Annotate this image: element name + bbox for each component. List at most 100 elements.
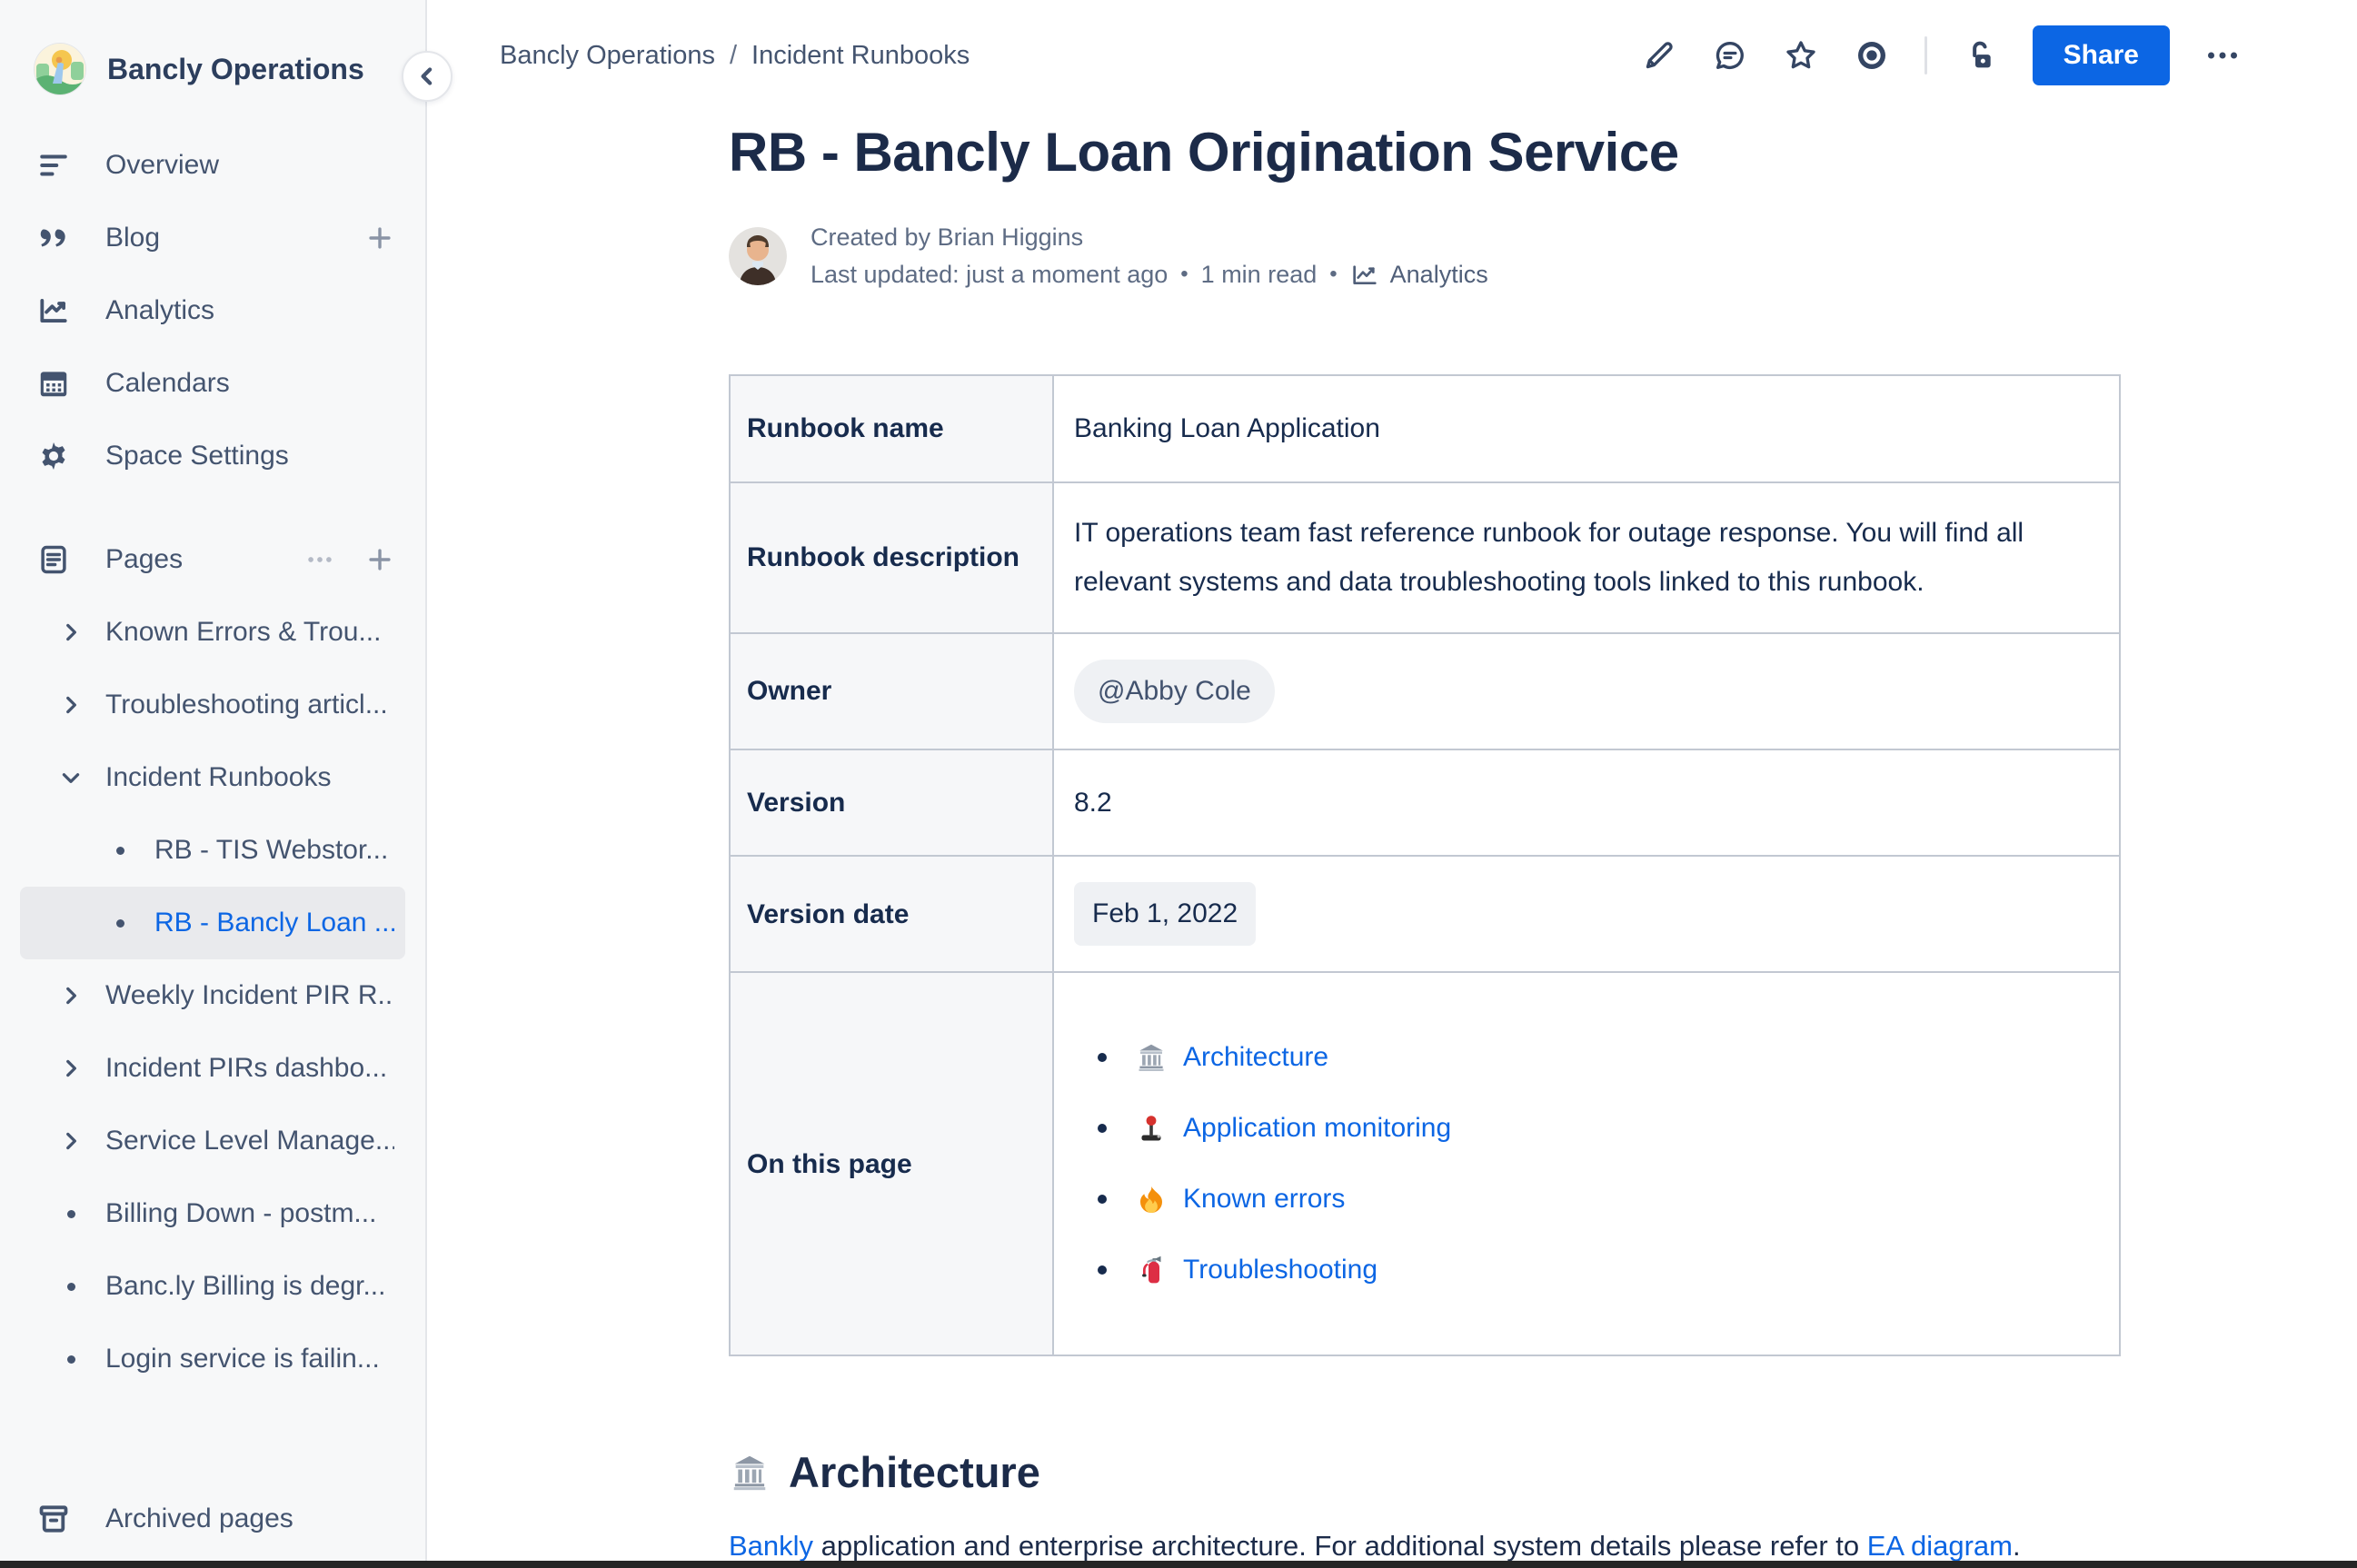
space-name: Bancly Operations	[107, 52, 364, 85]
table-row: Runbook name Banking Loan Application	[729, 374, 2121, 483]
breadcrumb-parent-page[interactable]: Incident Runbooks	[751, 40, 970, 70]
sidebar-page-known-errors[interactable]: Known Errors & Trou...	[20, 596, 405, 669]
bullet-icon	[53, 1209, 89, 1218]
bankly-link[interactable]: Bankly	[729, 1530, 814, 1563]
page-title: RB - Bancly Loan Origination Service	[729, 122, 1679, 183]
page-content: RB - Bancly Loan Origination Service	[729, 120, 2121, 1568]
analytics-chart-icon	[1352, 265, 1377, 284]
sidebar-page-rb-tis-webstore[interactable]: RB - TIS Webstor...	[20, 814, 405, 887]
bullet-icon	[53, 1282, 89, 1291]
sidebar-page-rb-bancly-loan[interactable]: RB - Bancly Loan ...	[20, 887, 405, 959]
sidebar-item-blog[interactable]: Blog	[0, 202, 425, 274]
bullet-icon	[53, 1355, 89, 1364]
table-row: Owner @Abby Cole	[729, 631, 2121, 750]
page-link: Banc.ly Billing is degr...	[105, 1271, 386, 1301]
row-value: 8.2	[1052, 748, 2121, 858]
more-ellipsis-icon[interactable]	[2204, 37, 2241, 74]
nav-label: Pages	[105, 544, 184, 574]
page-link: Login service is failin...	[105, 1344, 380, 1374]
breadcrumb-space[interactable]: Bancly Operations	[500, 40, 715, 70]
watch-eye-icon[interactable]	[1854, 37, 1890, 74]
sidebar-item-pages[interactable]: Pages	[0, 523, 425, 596]
sidebar-page-incident-runbooks[interactable]: Incident Runbooks	[20, 741, 405, 814]
sidebar-page-bancly-billing-degraded[interactable]: Banc.ly Billing is degr...	[20, 1250, 405, 1323]
architecture-intro: Bankly application and enterprise archit…	[729, 1530, 2021, 1563]
fire-icon	[1134, 1182, 1169, 1216]
architecture-section-heading: Architecture	[729, 1447, 2121, 1497]
sidebar-item-analytics[interactable]: Analytics	[0, 274, 425, 347]
sidebar-item-calendars[interactable]: Calendars	[0, 347, 425, 420]
add-icon[interactable]	[362, 220, 398, 256]
chevron-right-icon[interactable]	[53, 984, 89, 1007]
unlock-padlock-icon[interactable]	[1962, 37, 1998, 74]
list-item: Architecture	[1098, 1033, 2099, 1082]
sidebar-item-space-settings[interactable]: Space Settings	[0, 420, 425, 492]
toc-link-troubleshooting[interactable]: Troubleshooting	[1183, 1255, 1378, 1285]
chevron-right-icon[interactable]	[53, 1129, 89, 1153]
table-row: Version 8.2	[729, 748, 2121, 858]
page-link-current: RB - Bancly Loan ...	[154, 908, 394, 938]
classical-building-icon	[1134, 1040, 1169, 1075]
bullet-icon	[102, 918, 138, 928]
date-chip[interactable]: Feb 1, 2022	[1074, 882, 1257, 947]
pages-doc-icon	[36, 542, 71, 577]
blog-quote-icon	[36, 221, 71, 255]
sidebar-item-archived-pages[interactable]: Archived pages	[0, 1475, 425, 1563]
last-updated: Last updated: just a moment ago	[811, 261, 1169, 289]
star-icon[interactable]	[1783, 37, 1819, 74]
user-mention-chip[interactable]: @Abby Cole	[1074, 659, 1275, 723]
sidebar-page-incident-pirs-dashboard[interactable]: Incident PIRs dashbo...	[20, 1032, 405, 1105]
page-link: RB - TIS Webstor...	[154, 835, 389, 865]
chevron-right-icon[interactable]	[53, 693, 89, 717]
toc-link-architecture[interactable]: Architecture	[1183, 1042, 1329, 1073]
sidebar-page-troubleshooting-articles[interactable]: Troubleshooting articl...	[20, 669, 405, 741]
topbar: Bancly Operations / Incident Runbooks	[429, 0, 2357, 111]
page-link: Service Level Manage...	[105, 1126, 394, 1156]
analytics-chart-icon	[36, 293, 71, 328]
author-avatar[interactable]	[729, 227, 787, 286]
row-label: Version date	[729, 855, 1054, 974]
more-dots-icon[interactable]	[302, 541, 338, 578]
space-logo-icon	[35, 44, 85, 94]
section-title: Architecture	[789, 1448, 1040, 1497]
nav-label: Overview	[105, 150, 220, 180]
screen-bottom-edge	[0, 1561, 2357, 1568]
sidebar-item-overview[interactable]: Overview	[0, 129, 425, 202]
sidebar-page-service-level-management[interactable]: Service Level Manage...	[20, 1105, 405, 1177]
sidebar-nav: Overview Blog Analytics	[0, 129, 425, 596]
sidebar-page-weekly-incident-pir[interactable]: Weekly Incident PIR R...	[20, 959, 405, 1032]
chevron-down-icon[interactable]	[53, 766, 89, 789]
bullet-icon	[1098, 1195, 1107, 1205]
page-link: Troubleshooting articl...	[105, 690, 388, 719]
dot-separator: •	[1180, 262, 1188, 287]
overview-lines-icon	[36, 148, 71, 183]
space-header[interactable]: Bancly Operations	[0, 0, 425, 122]
bullet-icon	[1098, 1124, 1107, 1134]
nav-label: Calendars	[105, 368, 230, 398]
table-row: Runbook description IT operations team f…	[729, 481, 2121, 634]
toc-link-application-monitoring[interactable]: Application monitoring	[1183, 1113, 1452, 1144]
bullet-icon	[102, 846, 138, 855]
toc-link-known-errors[interactable]: Known errors	[1183, 1184, 1346, 1215]
bullet-icon	[1098, 1265, 1107, 1275]
chevron-right-icon[interactable]	[53, 620, 89, 644]
nav-label: Archived pages	[105, 1503, 293, 1533]
comment-icon[interactable]	[1712, 37, 1748, 74]
add-icon[interactable]	[362, 541, 398, 578]
created-by[interactable]: Created by Brian Higgins	[811, 223, 1084, 251]
edit-pencil-icon[interactable]	[1641, 37, 1677, 74]
sidebar-page-billing-down-postmortem[interactable]: Billing Down - postm...	[20, 1177, 405, 1250]
sidebar-page-login-service-failing[interactable]: Login service is failin...	[20, 1323, 405, 1395]
page-link: Known Errors & Trou...	[105, 617, 382, 647]
dot-separator: •	[1329, 262, 1338, 287]
row-label: Runbook description	[729, 481, 1054, 634]
ea-diagram-link[interactable]: EA diagram	[1866, 1530, 2013, 1563]
read-time: 1 min read	[1200, 261, 1318, 289]
share-button[interactable]: Share	[2032, 25, 2170, 85]
chevron-right-icon[interactable]	[53, 1057, 89, 1080]
sidebar-collapse-button[interactable]	[402, 51, 453, 102]
analytics-link[interactable]: Analytics	[1350, 257, 1488, 293]
page-link: Incident Runbooks	[105, 762, 332, 792]
nav-label: Blog	[105, 223, 161, 253]
page-tree: Known Errors & Trou... Troubleshooting a…	[0, 596, 425, 1395]
